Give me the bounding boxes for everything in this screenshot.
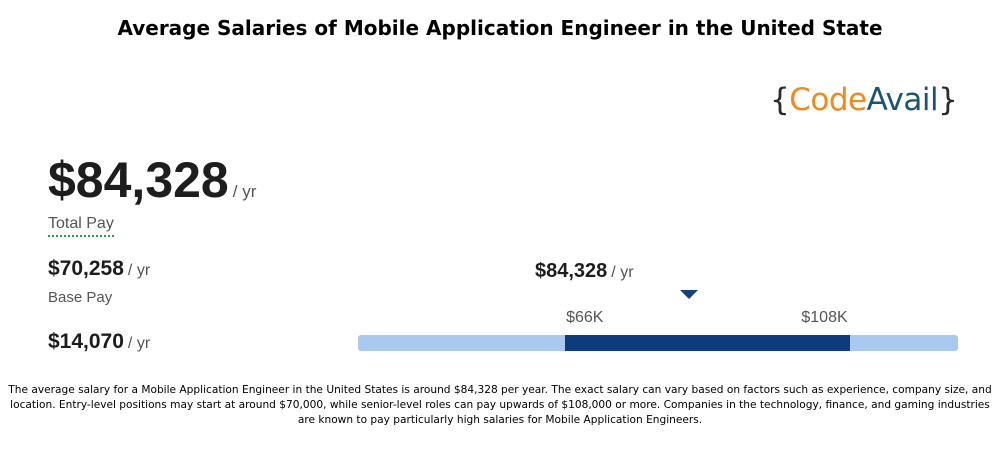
salary-description: The average salary for a Mobile Applicat… xyxy=(8,384,992,426)
median-amount: $84,328 xyxy=(535,260,608,282)
base-pay-unit: / yr xyxy=(127,262,151,279)
page-title: Average Salaries of Mobile Application E… xyxy=(117,16,883,40)
median-value-label: $84,328/ yr xyxy=(535,258,634,286)
total-pay-label[interactable]: Total Pay xyxy=(48,214,114,237)
additional-pay-unit: / yr xyxy=(127,335,151,352)
median-pointer-icon xyxy=(680,290,699,299)
total-pay-amount: $84,328 xyxy=(48,152,229,208)
range-low-tick-label: $66K xyxy=(566,309,604,326)
total-pay-unit: / yr xyxy=(232,182,257,201)
additional-pay-value: $14,070/ yr xyxy=(48,329,150,357)
additional-pay-amount: $14,070 xyxy=(48,330,124,353)
base-pay-amount: $70,258 xyxy=(48,257,124,280)
logo-left-brace: { xyxy=(770,82,790,118)
base-pay-label: Base Pay xyxy=(48,289,113,306)
logo-right-brace: } xyxy=(938,82,958,118)
salary-range-track xyxy=(358,335,958,351)
base-pay-value: $70,258/ yr xyxy=(48,256,150,284)
salary-range-bar xyxy=(564,335,850,351)
total-pay-value: $84,328/ yr xyxy=(48,150,256,222)
codeavail-logo: {CodeAvail} xyxy=(770,78,958,122)
logo-avail-text: Avail xyxy=(866,82,939,118)
range-high-tick-label: $108K xyxy=(801,309,848,326)
median-unit: / yr xyxy=(611,264,634,281)
logo-code-text: Code xyxy=(789,82,867,118)
